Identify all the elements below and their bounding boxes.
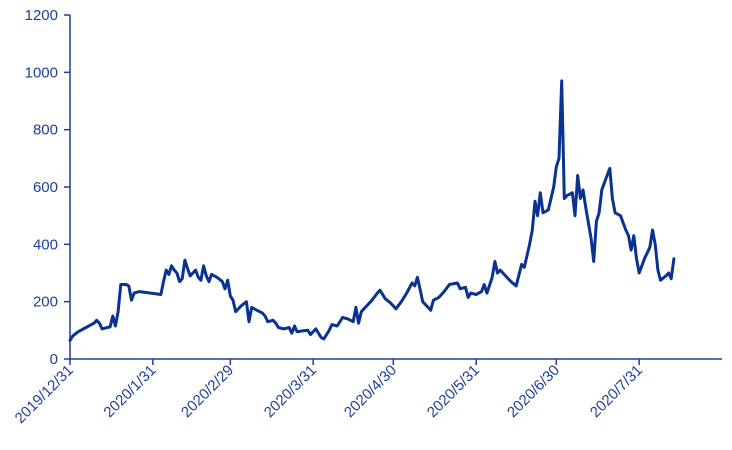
- x-tick-label: 2020/6/30: [504, 362, 563, 421]
- y-tick-label: 1000: [25, 64, 58, 81]
- series-line-0: [68, 79, 676, 342]
- x-tick-label: 2020/1/31: [100, 362, 159, 421]
- x-tick-label: 2020/4/30: [341, 362, 400, 421]
- x-tick-label: 2020/3/31: [261, 362, 320, 421]
- x-tick-label: 2020/2/29: [178, 362, 237, 421]
- x-tick-label: 2020/7/31: [587, 362, 646, 421]
- y-tick-label: 600: [33, 179, 58, 196]
- y-tick-label: 400: [33, 236, 58, 253]
- series-group: [68, 79, 676, 342]
- y-tick-label: 0: [50, 351, 58, 368]
- x-tick-label: 2020/5/31: [424, 362, 483, 421]
- x-axis: 2019/12/31 2020/1/31 2020/2/29 2020/3/31 202…: [12, 358, 722, 427]
- y-tick-label: 800: [33, 122, 58, 139]
- x-tick-label: 2019/12/31: [12, 362, 77, 427]
- y-tick-label: 200: [33, 294, 58, 311]
- y-axis: 0 200 400 600 800 1000 1200: [25, 7, 71, 368]
- y-tick-label: 1200: [25, 7, 58, 24]
